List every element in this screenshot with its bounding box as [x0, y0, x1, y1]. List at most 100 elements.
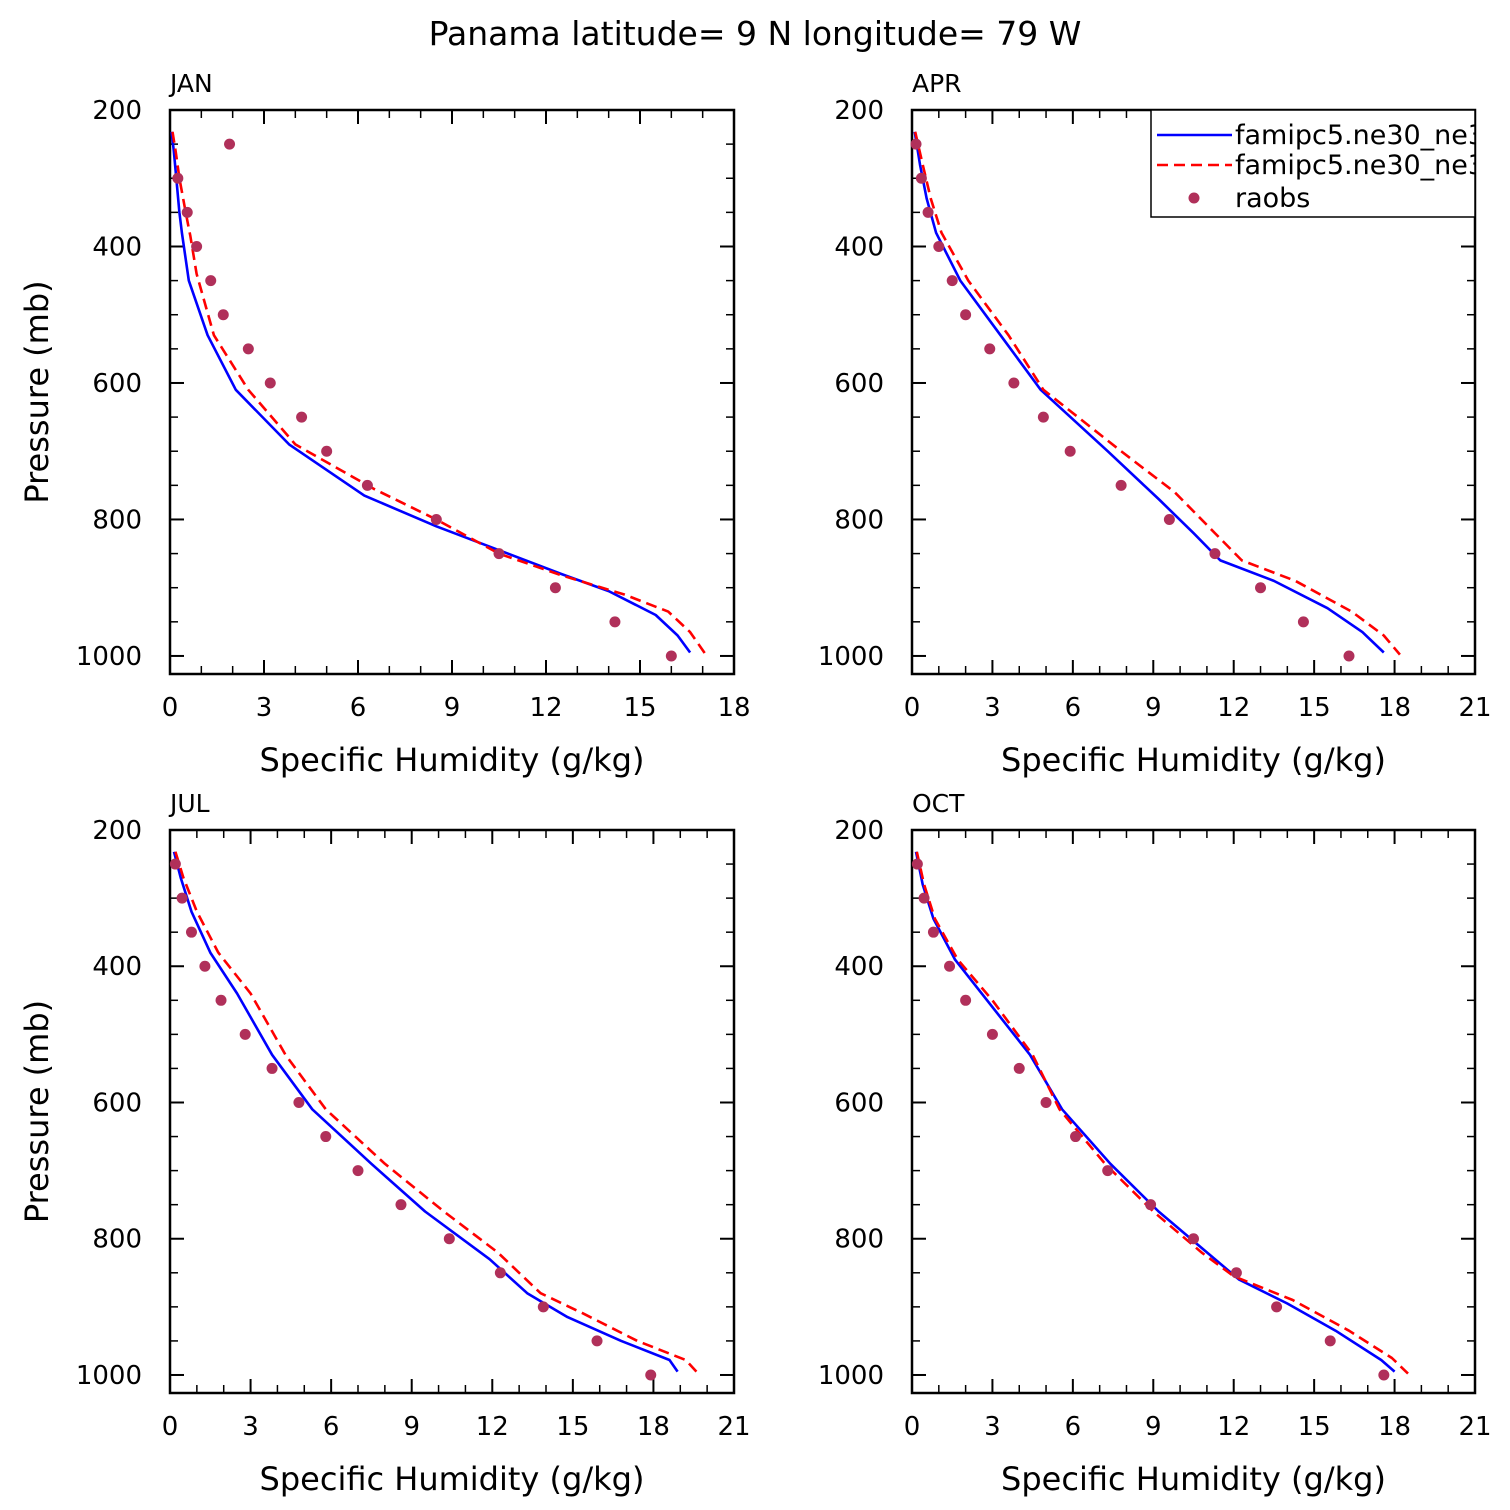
raobs-point — [1188, 1233, 1199, 1245]
x-tick-label: 15 — [556, 1412, 589, 1442]
raobs-point — [191, 240, 203, 252]
raobs-point — [960, 994, 972, 1006]
panel-label: OCT — [912, 789, 965, 818]
legend-entry-1: famipc5.ne30_ne30 — [1235, 120, 1502, 151]
y-tick-label: 800 — [92, 505, 142, 535]
y-tick-label: 600 — [92, 369, 142, 399]
y-tick-label: 600 — [834, 369, 884, 399]
x-tick-label: 6 — [323, 1412, 340, 1442]
raobs-point — [199, 960, 211, 972]
raobs-point — [320, 1131, 332, 1143]
plot-frame — [168, 828, 736, 1395]
y-tick-label: 400 — [834, 232, 884, 262]
x-tick-label: 12 — [1217, 693, 1250, 723]
x-tick-label: 0 — [162, 1412, 179, 1442]
raobs-point — [1209, 548, 1221, 560]
x-tick-label: 3 — [256, 693, 273, 723]
raobs-point — [1040, 1096, 1052, 1108]
raobs-point — [933, 240, 945, 252]
raobs-point — [1070, 1131, 1082, 1143]
figure-title: Panama latitude= 9 N longitude= 79 W — [429, 14, 1082, 53]
raobs-point — [217, 309, 229, 321]
raobs-point — [986, 1028, 998, 1040]
raobs-point — [395, 1199, 407, 1211]
series-line-dashed — [913, 131, 1401, 656]
raobs-point — [266, 1062, 278, 1074]
raobs-point — [1230, 1267, 1242, 1279]
y-tick-label: 800 — [834, 505, 884, 535]
panel-label: APR — [912, 69, 962, 98]
raobs-point — [242, 343, 254, 355]
raobs-point — [1145, 1199, 1157, 1211]
y-tick-label: 800 — [834, 1225, 884, 1255]
x-tick-label: 21 — [1458, 693, 1491, 723]
raobs-point — [665, 650, 677, 662]
raobs-point — [549, 582, 561, 594]
series-line-solid — [172, 851, 679, 1373]
x-tick-label: 9 — [1145, 1412, 1162, 1442]
raobs-point — [1102, 1165, 1114, 1177]
raobs-point — [927, 926, 939, 938]
raobs-point — [1255, 582, 1267, 594]
raobs-point — [1271, 1301, 1283, 1313]
raobs-point — [918, 892, 930, 904]
y-tick-label: 800 — [92, 1225, 142, 1255]
x-tick-label: 9 — [403, 1412, 420, 1442]
x-tick-label: 6 — [1065, 1412, 1082, 1442]
raobs-point — [910, 138, 922, 150]
y-tick-label: 200 — [92, 96, 142, 126]
raobs-point — [443, 1233, 455, 1245]
raobs-point — [537, 1301, 549, 1313]
x-tick-label: 9 — [1145, 693, 1162, 723]
series-line-dashed — [174, 851, 698, 1373]
x-tick-label: 6 — [1065, 693, 1082, 723]
raobs-point — [169, 858, 181, 870]
x-tick-label: 3 — [242, 1412, 259, 1442]
x-tick-label: 3 — [984, 693, 1001, 723]
y-tick-label: 400 — [92, 232, 142, 262]
raobs-point — [1343, 650, 1355, 662]
x-tick-label: 12 — [476, 1412, 509, 1442]
raobs-point — [205, 275, 217, 287]
y-tick-label: 200 — [834, 816, 884, 846]
raobs-point — [181, 206, 193, 218]
raobs-point — [984, 343, 996, 355]
raobs-point — [224, 138, 236, 150]
x-tick-label: 0 — [904, 1412, 921, 1442]
raobs-point — [239, 1028, 251, 1040]
raobs-point — [264, 377, 276, 389]
y-tick-label: 200 — [834, 96, 884, 126]
raobs-point — [645, 1369, 657, 1381]
raobs-point — [352, 1165, 364, 1177]
x-axis-label: Specific Humidity (g/kg) — [260, 741, 645, 779]
raobs-point — [1013, 1062, 1025, 1074]
panel-jan: JAN 0 3 6 9 12 15 18 200 400 600 800 1000 Specific Hu… — [18, 69, 751, 779]
x-tick-label: 21 — [1458, 1412, 1491, 1442]
raobs-point — [430, 513, 442, 525]
y-tick-label: 400 — [834, 952, 884, 982]
y-tick-label: 1000 — [818, 1361, 884, 1391]
x-tick-label: 18 — [1378, 693, 1411, 723]
x-axis-label: Specific Humidity (g/kg) — [260, 1460, 645, 1498]
x-axis-label: Specific Humidity (g/kg) — [1001, 1460, 1386, 1498]
raobs-point — [1378, 1369, 1390, 1381]
x-tick-label: 0 — [904, 693, 921, 723]
y-tick-label: 400 — [92, 952, 142, 982]
raobs-point — [922, 206, 934, 218]
raobs-point — [321, 445, 333, 457]
panel-oct: OCT 0 3 6 9 12 15 18 21 200 400 600 800 1000 Specific … — [818, 789, 1492, 1498]
x-tick-label: 0 — [162, 693, 179, 723]
series-line-solid — [170, 131, 692, 654]
x-tick-label: 18 — [717, 693, 750, 723]
x-tick-label: 18 — [1378, 1412, 1411, 1442]
y-tick-label: 1000 — [76, 1361, 142, 1391]
raobs-point — [591, 1335, 603, 1347]
raobs-point — [960, 309, 972, 321]
x-tick-label: 15 — [1298, 1412, 1331, 1442]
x-tick-label: 15 — [1298, 693, 1331, 723]
raobs-point — [361, 479, 373, 491]
x-tick-label: 18 — [637, 1412, 670, 1442]
x-tick-label: 6 — [350, 693, 367, 723]
panel-label: JAN — [168, 69, 213, 98]
